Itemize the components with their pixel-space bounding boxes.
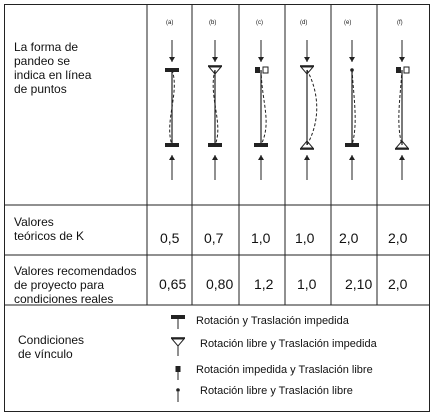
case-e-load-arrow-head [349, 57, 355, 62]
case-a-bottom-fixed-icon [165, 143, 179, 147]
case-a-top-fixed-icon [165, 68, 179, 72]
k-theoretical-b: 0,7 [204, 230, 224, 246]
case-d-bottom-pinned-icon [299, 140, 315, 149]
legend-pinned-icon [170, 338, 186, 347]
case-a-reaction-arrow-head [169, 155, 175, 160]
case-c-bottom-fixed-icon [254, 143, 268, 147]
effective-length-table: La forma de pandeo se indica en línea de… [4, 4, 430, 412]
conditions-label: Condiciones de vínculo [18, 333, 85, 361]
case-f-reaction-arrow-head [399, 155, 405, 160]
k-theoretical-d: 1,0 [295, 230, 315, 246]
k-recommended-f: 2,0 [388, 276, 408, 292]
k-theoretical-e: 2,0 [339, 230, 359, 246]
case-caption-d: (d) [300, 20, 308, 26]
legend-fixed-icon [171, 315, 185, 319]
k-recommended-b: 0,80 [206, 276, 234, 292]
case-d-reaction-arrow-head [304, 155, 310, 160]
case-caption-f: (f) [397, 20, 403, 26]
k-theoretical-c: 1,0 [251, 230, 271, 246]
case-f-load-arrow-head [399, 57, 405, 62]
k-theoretical-a: 0,5 [160, 230, 180, 246]
case-c-reaction-arrow-head [258, 155, 264, 160]
case-c-buckled-shape [260, 69, 267, 146]
legend-text-free: Rotación libre y Traslación libre [200, 385, 353, 397]
case-c-load-arrow-head [258, 57, 264, 62]
k-theoretical-label: Valores teóricos de K [14, 215, 85, 243]
case-f-buckled-shape [398, 69, 403, 146]
case-caption-a: (a) [166, 20, 174, 26]
case-e-buckled-shape [351, 69, 356, 146]
k-recommended-d: 1,0 [297, 276, 317, 292]
case-e-reaction-arrow-head [349, 155, 355, 160]
legend-text-pinned: Rotación libre y Traslación impedida [200, 338, 377, 350]
case-b-top-pinned-icon [207, 66, 223, 75]
case-b-buckled-shape [212, 69, 219, 146]
case-e-top-free-icon [350, 68, 354, 72]
legend-text-fixed: Rotación y Traslación impedida [196, 315, 349, 327]
case-f-top-guided-icon-block [396, 67, 401, 73]
legend-free-icon [176, 388, 180, 392]
case-b-reaction-arrow-head [212, 155, 218, 160]
k-recommended-c: 1,2 [254, 276, 274, 292]
case-b-load-arrow-head [212, 57, 218, 62]
case-a-buckled-shape [169, 69, 175, 146]
case-b-bottom-fixed-icon [208, 143, 222, 147]
table-border [4, 4, 430, 412]
legend-guided-icon [175, 366, 181, 372]
case-f-bottom-pinned-icon [394, 140, 410, 149]
case-c-top-guided-icon-slot [262, 66, 269, 74]
k-recommended-a: 0,65 [159, 276, 187, 292]
k-theoretical-f: 2,0 [388, 230, 408, 246]
case-e-bottom-fixed-icon [345, 143, 359, 147]
legend-text-guided: Rotación impedida y Traslación libre [196, 364, 373, 376]
case-d-top-pinned-icon [299, 66, 315, 75]
case-f-top-guided-icon-slot [403, 66, 410, 74]
table-grid [4, 4, 430, 412]
case-d-load-arrow-head [304, 57, 310, 62]
case-d-buckled-shape [306, 69, 318, 146]
case-caption-c: (c) [256, 20, 263, 26]
k-recommended-label: Valores recomendados de proyecto para co… [14, 264, 137, 306]
case-c-top-guided-icon-block [255, 67, 260, 73]
k-recommended-e: 2,10 [345, 276, 373, 292]
case-caption-e: (e) [344, 20, 352, 26]
buckling-label: La forma de pandeo se indica en línea de… [14, 40, 92, 96]
case-caption-b: (b) [209, 20, 217, 26]
case-a-load-arrow-head [169, 57, 175, 62]
